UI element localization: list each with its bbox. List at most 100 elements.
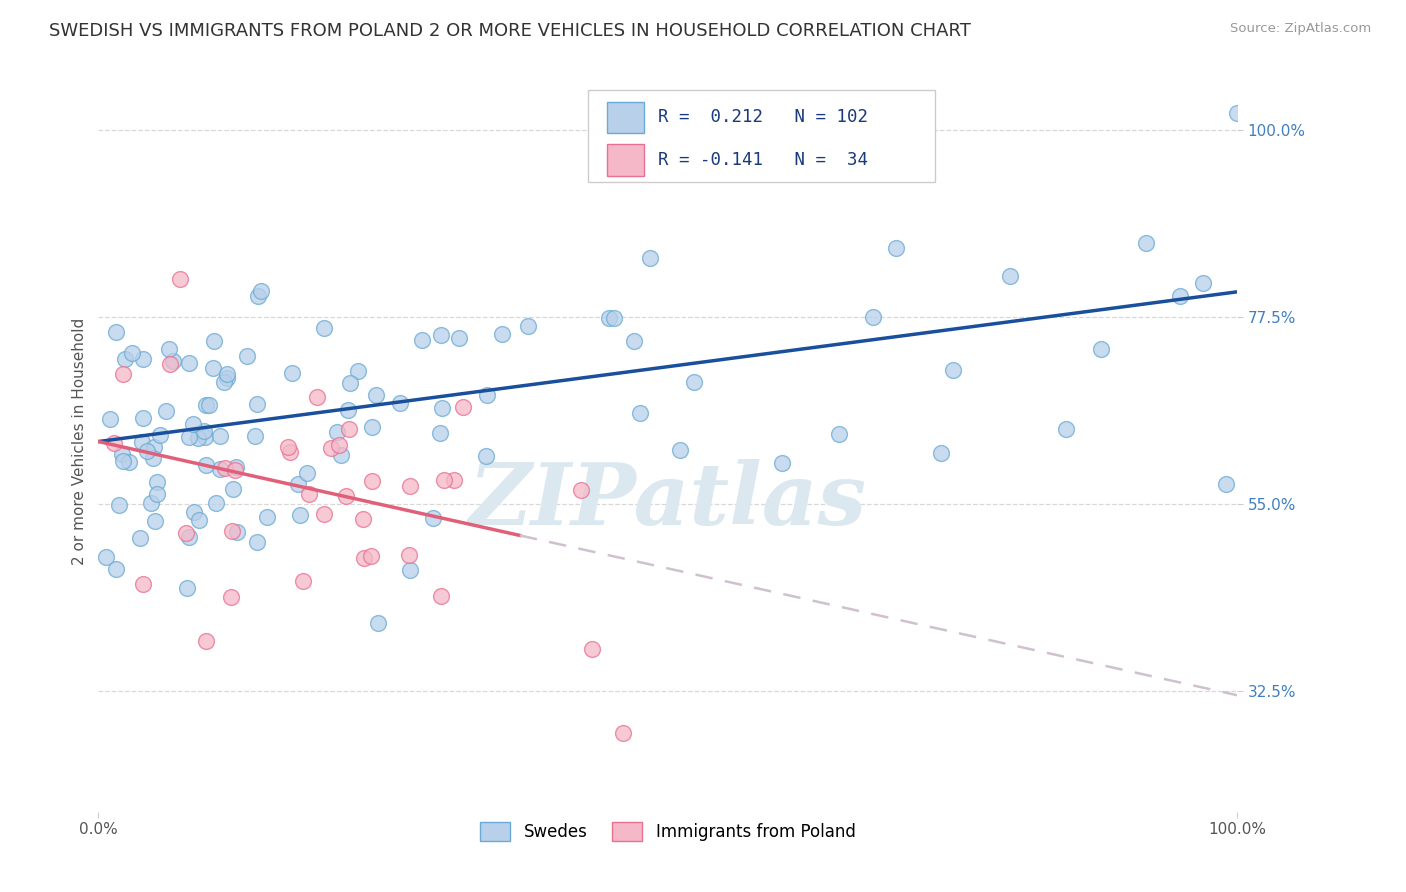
Y-axis label: 2 or more Vehicles in Household: 2 or more Vehicles in Household — [72, 318, 87, 566]
Point — [475, 450, 498, 464]
Point — [131, 434, 153, 449]
Point — [225, 459, 247, 474]
Point — [194, 429, 217, 443]
Point — [243, 429, 266, 443]
Point — [209, 462, 232, 476]
Point — [430, 328, 453, 343]
Point — [929, 446, 952, 460]
Point — [246, 397, 269, 411]
Point — [942, 363, 965, 377]
Text: Source: ZipAtlas.com: Source: ZipAtlas.com — [1230, 22, 1371, 36]
FancyBboxPatch shape — [588, 90, 935, 183]
Point — [187, 513, 209, 527]
Point — [112, 454, 135, 468]
Point — [352, 512, 374, 526]
Point — [360, 474, 382, 488]
Point — [612, 725, 634, 739]
Point — [314, 507, 336, 521]
Point — [430, 401, 453, 415]
Point — [141, 451, 163, 466]
Point — [336, 403, 359, 417]
Point — [433, 473, 456, 487]
Point — [339, 376, 361, 390]
Point — [364, 388, 387, 402]
Point — [422, 511, 444, 525]
Point — [217, 371, 239, 385]
Point — [411, 333, 433, 347]
Point — [603, 311, 626, 326]
Text: ZIPatlas: ZIPatlas — [468, 459, 868, 542]
Legend: Swedes, Immigrants from Poland: Swedes, Immigrants from Poland — [474, 815, 862, 847]
Point — [399, 563, 422, 577]
Point — [142, 440, 165, 454]
Point — [112, 367, 135, 381]
Point — [335, 489, 357, 503]
Point — [398, 548, 420, 562]
Point — [221, 524, 243, 538]
Point — [104, 562, 127, 576]
Point — [246, 535, 269, 549]
Point — [250, 284, 273, 298]
Point — [162, 354, 184, 368]
Point — [1135, 236, 1157, 251]
Point — [451, 400, 474, 414]
Point — [193, 425, 215, 439]
Point — [477, 388, 499, 402]
Point — [214, 461, 236, 475]
Point — [157, 342, 180, 356]
Point — [330, 448, 353, 462]
Point — [155, 404, 177, 418]
Point — [103, 435, 125, 450]
Point — [998, 269, 1021, 284]
Point — [247, 289, 270, 303]
Point — [159, 357, 181, 371]
Point — [208, 428, 231, 442]
Point — [288, 508, 311, 523]
Point — [183, 505, 205, 519]
Point — [105, 325, 128, 339]
Text: R = -0.141   N =  34: R = -0.141 N = 34 — [658, 151, 868, 169]
Point — [298, 487, 321, 501]
Point — [314, 321, 336, 335]
Point — [111, 447, 134, 461]
Point — [361, 420, 384, 434]
Point — [236, 349, 259, 363]
Point — [682, 375, 704, 389]
Point — [569, 483, 592, 497]
Point — [212, 376, 235, 390]
Point — [145, 487, 167, 501]
Point — [325, 425, 347, 439]
Point — [143, 514, 166, 528]
Point — [430, 589, 453, 603]
Point — [516, 319, 538, 334]
Point — [194, 634, 217, 648]
Point — [256, 510, 278, 524]
Point — [429, 425, 451, 440]
Point — [121, 346, 143, 360]
Point — [149, 427, 172, 442]
Point — [1054, 422, 1078, 436]
Point — [367, 615, 389, 630]
Point — [884, 241, 907, 255]
Point — [281, 366, 304, 380]
FancyBboxPatch shape — [607, 102, 644, 133]
Point — [295, 466, 318, 480]
Point — [117, 455, 139, 469]
FancyBboxPatch shape — [607, 145, 644, 176]
Point — [224, 463, 246, 477]
Point — [205, 496, 228, 510]
Point — [108, 498, 131, 512]
Point — [305, 390, 328, 404]
Point — [217, 367, 239, 381]
Point — [291, 574, 314, 588]
Point — [389, 395, 412, 409]
Point — [176, 581, 198, 595]
Point — [181, 417, 204, 431]
Point — [598, 311, 620, 326]
Point — [862, 310, 884, 325]
Point — [581, 642, 603, 657]
Point — [129, 531, 152, 545]
Point — [98, 412, 121, 426]
Point — [198, 398, 221, 412]
Text: R =  0.212   N = 102: R = 0.212 N = 102 — [658, 109, 868, 127]
